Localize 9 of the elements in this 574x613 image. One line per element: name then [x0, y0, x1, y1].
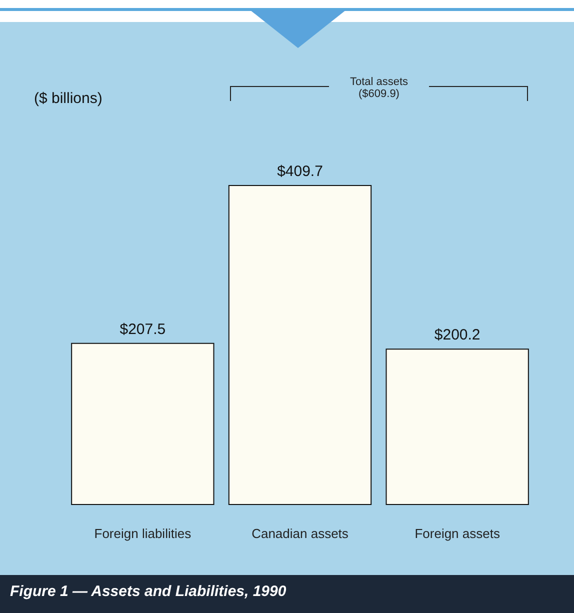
data-label: $207.5: [120, 320, 166, 338]
x-tick-label: Foreign assets: [414, 526, 500, 541]
data-label: $200.2: [434, 326, 480, 344]
x-tick-label: Foreign liabilities: [94, 526, 192, 541]
text: Figure 1 — Assets and Liabilities, 1990: [10, 583, 286, 600]
data-label: $409.7: [277, 163, 323, 180]
x-tick-label: Canadian assets: [252, 526, 349, 541]
text: Total assets ($609.9): [329, 76, 429, 100]
text: ($ billions): [34, 90, 102, 107]
